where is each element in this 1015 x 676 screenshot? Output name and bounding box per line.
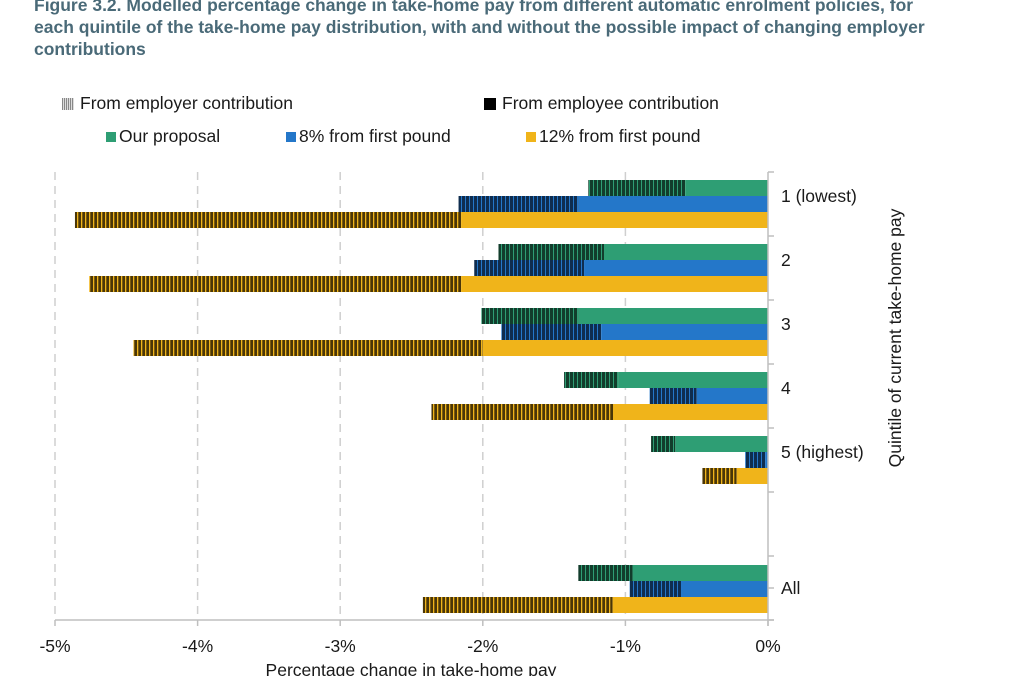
bar-employee-segment: [736, 468, 768, 484]
bar-employer-segment: [89, 276, 462, 292]
bar-employer-segment: [649, 388, 697, 404]
y-tick-label: 1 (lowest): [781, 186, 857, 206]
legend-label: Our proposal: [119, 126, 221, 146]
bar-employee-segment: [482, 340, 768, 356]
bar-employee-segment: [578, 308, 768, 324]
solid-swatch-icon: [484, 97, 496, 110]
x-tick-label: -5%: [39, 636, 70, 656]
bar-employee-segment: [696, 388, 768, 404]
bar-employer-segment: [501, 324, 602, 340]
bar-employee-segment: [584, 260, 768, 276]
y-tick-label: 2: [781, 250, 791, 270]
x-tick-label: 0%: [755, 636, 780, 656]
bar-employer-segment: [74, 212, 462, 228]
bar-employee-segment: [765, 452, 768, 468]
bar-employer-segment: [702, 468, 737, 484]
hatched-swatch-icon: [62, 97, 74, 110]
bar-employee-segment: [675, 436, 768, 452]
bar-employee-segment: [612, 597, 768, 613]
legend-label: 12% from first pound: [539, 126, 701, 146]
bar-employee-segment: [604, 244, 768, 260]
bar-employer-segment: [474, 260, 585, 276]
legend-label: From employee contribution: [502, 93, 719, 113]
bar-employer-segment: [458, 196, 579, 212]
bar-employer-segment: [481, 308, 579, 324]
x-tick-label: -3%: [325, 636, 356, 656]
green-swatch-icon: [106, 131, 116, 142]
legend-item-employer: From employer contribution: [62, 93, 293, 114]
bar-employer-segment: [498, 244, 605, 260]
legend-label: From employer contribution: [80, 93, 293, 113]
bar-employee-segment: [618, 372, 768, 388]
bar-employer-segment: [133, 340, 483, 356]
bar-employer-segment: [431, 404, 614, 420]
bar-employee-segment: [578, 196, 768, 212]
bar-employer-segment: [564, 372, 619, 388]
legend-item-12pct: 12% from first pound: [526, 126, 700, 147]
x-axis-label: Percentage change in take-home pay: [266, 660, 557, 676]
bar-employer-segment: [588, 180, 686, 196]
bar-employee-segment: [461, 212, 768, 228]
bar-employer-segment: [629, 581, 682, 597]
bar-employer-segment: [745, 452, 766, 468]
legend-label: 8% from first pound: [299, 126, 451, 146]
legend-item-8pct: 8% from first pound: [286, 126, 451, 147]
bar-employee-segment: [632, 565, 768, 581]
bar-employer-segment: [578, 565, 633, 581]
legend-item-our-proposal: Our proposal: [106, 126, 220, 147]
y-tick-label: All: [781, 578, 800, 598]
bar-employee-segment: [685, 180, 768, 196]
y-tick-label: 5 (highest): [781, 442, 864, 462]
y-tick-label: 4: [781, 378, 791, 398]
x-tick-label: -1%: [610, 636, 641, 656]
bar-employee-segment: [461, 276, 768, 292]
x-tick-label: -2%: [467, 636, 498, 656]
blue-swatch-icon: [286, 131, 296, 142]
bar-employee-segment: [601, 324, 768, 340]
bar-employee-segment: [613, 404, 768, 420]
bar-employee-segment: [681, 581, 768, 597]
y-axis-label: Quintile of current take-home pay: [885, 208, 905, 467]
x-tick-label: -4%: [182, 636, 213, 656]
bar-employer-segment: [422, 597, 613, 613]
figure-title: Figure 3.2. Modelled percentage change i…: [34, 0, 925, 59]
yellow-swatch-icon: [526, 131, 536, 142]
y-tick-label: 3: [781, 314, 791, 334]
legend-item-employee: From employee contribution: [484, 93, 719, 114]
bar-employer-segment: [651, 436, 676, 452]
